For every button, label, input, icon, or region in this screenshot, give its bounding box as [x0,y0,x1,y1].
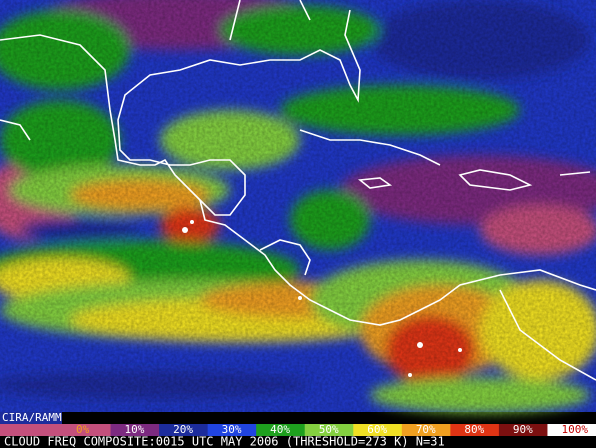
caption: CLOUD FREQ COMPOSITE:0015 UTC MAY 2006 (… [4,435,445,448]
legend-swatch [304,424,354,436]
legend-label: 0% [76,423,90,436]
legend-swatch [450,424,500,436]
legend-label: 70% [416,423,436,436]
coastlines [0,0,596,381]
legend-label: 100% [561,423,588,436]
cloud-field [0,0,596,413]
legend-swatch [401,424,451,436]
legend-swatch [159,424,209,436]
legend-label: 50% [319,423,339,436]
color-bar-lead [0,424,62,436]
legend-label: 20% [173,423,193,436]
legend-label: 30% [222,423,242,436]
legend-swatch [353,424,403,436]
caption-box [0,436,596,448]
legend-swatch [547,424,596,436]
legend-swatch [256,424,306,436]
credit-box [0,412,62,424]
legend-swatch [62,424,112,436]
legend-label: 90% [513,423,533,436]
color-bar: 0% 10% 20% 30% 40% 50% 60% 70% 80% 90% 100% [0,423,596,436]
legend-swatch [207,424,257,436]
legend-label: 10% [125,423,145,436]
credit: CIRA/RAMM [2,411,62,424]
legend-label: 80% [464,423,484,436]
legend-label: 40% [270,423,290,436]
legend-swatch [498,424,548,436]
legend-swatch [110,424,160,436]
legend-label: 60% [367,423,387,436]
